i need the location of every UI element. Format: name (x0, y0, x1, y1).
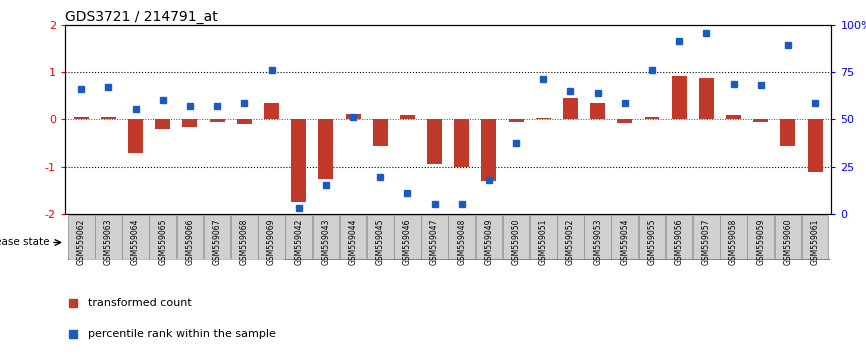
FancyBboxPatch shape (68, 225, 285, 260)
Bar (427, 119, 442, 165)
Text: GSM559051: GSM559051 (539, 218, 548, 265)
Text: GSM559058: GSM559058 (729, 218, 738, 265)
Bar (291, 119, 307, 202)
Text: GSM559044: GSM559044 (348, 218, 358, 265)
Bar (644, 117, 660, 119)
Text: GSM559048: GSM559048 (457, 218, 466, 265)
Bar (264, 103, 279, 119)
FancyBboxPatch shape (721, 215, 746, 259)
FancyBboxPatch shape (231, 215, 258, 259)
FancyBboxPatch shape (204, 215, 230, 259)
Bar (590, 103, 605, 119)
FancyBboxPatch shape (802, 215, 829, 259)
Text: GSM559045: GSM559045 (376, 218, 385, 265)
Bar (780, 119, 795, 145)
FancyBboxPatch shape (693, 215, 720, 259)
FancyBboxPatch shape (666, 215, 693, 259)
Text: GSM559068: GSM559068 (240, 218, 249, 265)
FancyBboxPatch shape (177, 215, 204, 259)
Text: GSM559047: GSM559047 (430, 218, 439, 265)
Text: transformed count: transformed count (88, 298, 191, 308)
Text: GSM559064: GSM559064 (131, 218, 140, 265)
FancyBboxPatch shape (611, 215, 638, 259)
Text: GSM559059: GSM559059 (756, 218, 766, 265)
Bar (155, 119, 171, 129)
Bar (563, 98, 578, 119)
Bar (400, 115, 415, 119)
Text: GSM559046: GSM559046 (403, 218, 412, 265)
Text: GSM559060: GSM559060 (784, 218, 792, 265)
Bar (101, 117, 116, 119)
Bar (699, 78, 714, 119)
Bar (455, 119, 469, 167)
FancyBboxPatch shape (503, 215, 529, 259)
Text: GSM559066: GSM559066 (185, 218, 195, 265)
Bar (726, 115, 741, 119)
Text: pCR: pCR (164, 236, 189, 249)
Text: GSM559062: GSM559062 (77, 218, 86, 265)
FancyBboxPatch shape (258, 215, 285, 259)
Bar (183, 119, 197, 127)
Bar (508, 119, 524, 122)
FancyBboxPatch shape (475, 215, 502, 259)
Bar (128, 119, 143, 153)
Bar (319, 119, 333, 179)
Text: GSM559049: GSM559049 (484, 218, 494, 265)
Bar (617, 119, 632, 123)
FancyBboxPatch shape (449, 215, 475, 259)
Text: GSM559052: GSM559052 (566, 218, 575, 265)
FancyBboxPatch shape (394, 215, 421, 259)
Text: GSM559043: GSM559043 (321, 218, 330, 265)
FancyBboxPatch shape (367, 215, 393, 259)
Text: GSM559063: GSM559063 (104, 218, 113, 265)
Text: GSM559055: GSM559055 (648, 218, 656, 265)
FancyBboxPatch shape (421, 215, 448, 259)
FancyBboxPatch shape (285, 225, 829, 260)
FancyBboxPatch shape (339, 215, 366, 259)
Text: GSM559057: GSM559057 (701, 218, 711, 265)
Bar (808, 119, 823, 172)
Text: GSM559069: GSM559069 (267, 218, 276, 265)
Text: GSM559053: GSM559053 (593, 218, 602, 265)
Text: GSM559067: GSM559067 (213, 218, 222, 265)
Text: GSM559061: GSM559061 (811, 218, 819, 265)
Bar (74, 117, 88, 119)
Text: GSM559042: GSM559042 (294, 218, 303, 265)
FancyBboxPatch shape (585, 215, 611, 259)
Text: GSM559054: GSM559054 (620, 218, 630, 265)
Bar (753, 119, 768, 122)
FancyBboxPatch shape (530, 215, 557, 259)
FancyBboxPatch shape (774, 215, 801, 259)
FancyBboxPatch shape (150, 215, 176, 259)
FancyBboxPatch shape (313, 215, 339, 259)
Bar (346, 114, 360, 119)
FancyBboxPatch shape (747, 215, 774, 259)
Text: GSM559056: GSM559056 (675, 218, 683, 265)
Bar (372, 119, 388, 145)
Text: GDS3721 / 214791_at: GDS3721 / 214791_at (65, 10, 217, 24)
Bar (672, 76, 687, 119)
Bar (210, 119, 224, 122)
FancyBboxPatch shape (638, 215, 665, 259)
FancyBboxPatch shape (286, 215, 312, 259)
Bar (236, 119, 252, 124)
FancyBboxPatch shape (557, 215, 584, 259)
FancyBboxPatch shape (95, 215, 122, 259)
Bar (481, 119, 496, 181)
Text: GSM559050: GSM559050 (512, 218, 520, 265)
FancyBboxPatch shape (122, 215, 149, 259)
Text: percentile rank within the sample: percentile rank within the sample (88, 329, 275, 339)
Bar (536, 118, 551, 119)
Text: GSM559065: GSM559065 (158, 218, 167, 265)
Text: pPR: pPR (545, 236, 569, 249)
Text: disease state: disease state (0, 238, 49, 247)
FancyBboxPatch shape (68, 215, 94, 259)
